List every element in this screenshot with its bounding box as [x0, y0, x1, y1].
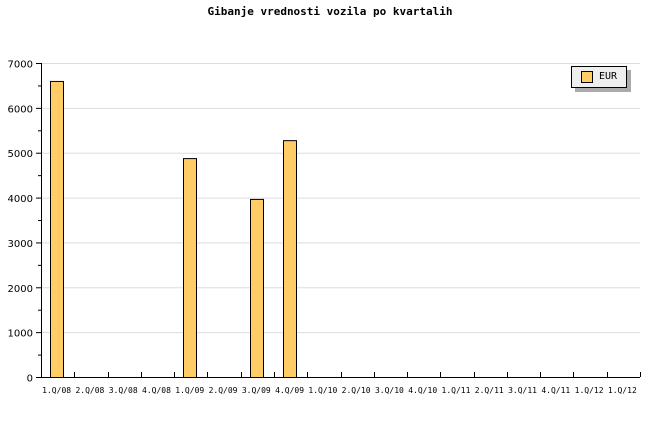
- x-tick-label: 3.Q/08: [109, 386, 138, 395]
- y-tick-label: 3000: [8, 239, 33, 250]
- x-tick-label: 4.Q/11: [541, 386, 570, 395]
- y-tick-label: 5000: [8, 149, 33, 160]
- bar: [183, 158, 197, 378]
- x-tick-label: 1.Q/10: [308, 386, 337, 395]
- y-tick-label: 6000: [8, 104, 33, 115]
- y-tick-label: 4000: [8, 194, 33, 205]
- y-tick-label: 2000: [8, 284, 33, 295]
- legend-label: EUR: [599, 71, 618, 82]
- bar: [283, 140, 297, 378]
- x-tick-label: 1.Q/12: [575, 386, 604, 395]
- x-tick-label: 1.Q/08: [42, 386, 71, 395]
- x-tick-label: 4.Q/10: [408, 386, 437, 395]
- x-tick-label: 2.Q/08: [75, 386, 104, 395]
- x-tick-label: 1.Q/12: [608, 386, 637, 395]
- legend-swatch: [581, 71, 593, 83]
- y-tick-label: 0: [27, 374, 33, 385]
- x-tick-label: 1.Q/11: [442, 386, 471, 395]
- bar: [50, 80, 64, 378]
- y-tick-label: 1000: [8, 329, 33, 340]
- bar: [250, 198, 264, 378]
- x-tick-label: 2.Q/10: [342, 386, 371, 395]
- x-tick-label: 3.Q/11: [508, 386, 537, 395]
- chart-title: Gibanje vrednosti vozila po kvartalih: [207, 5, 453, 18]
- x-tick-label: 2.Q/09: [209, 386, 238, 395]
- x-tick-label: 3.Q/09: [242, 386, 271, 395]
- y-tick-label: 7000: [8, 60, 33, 71]
- x-tick-label: 4.Q/08: [142, 386, 171, 395]
- x-tick-label: 1.Q/09: [175, 386, 204, 395]
- x-tick-label: 4.Q/09: [275, 386, 304, 395]
- x-tick-label: 2.Q/11: [475, 386, 504, 395]
- legend: EUR: [571, 66, 627, 88]
- x-tick-label: 3.Q/10: [375, 386, 404, 395]
